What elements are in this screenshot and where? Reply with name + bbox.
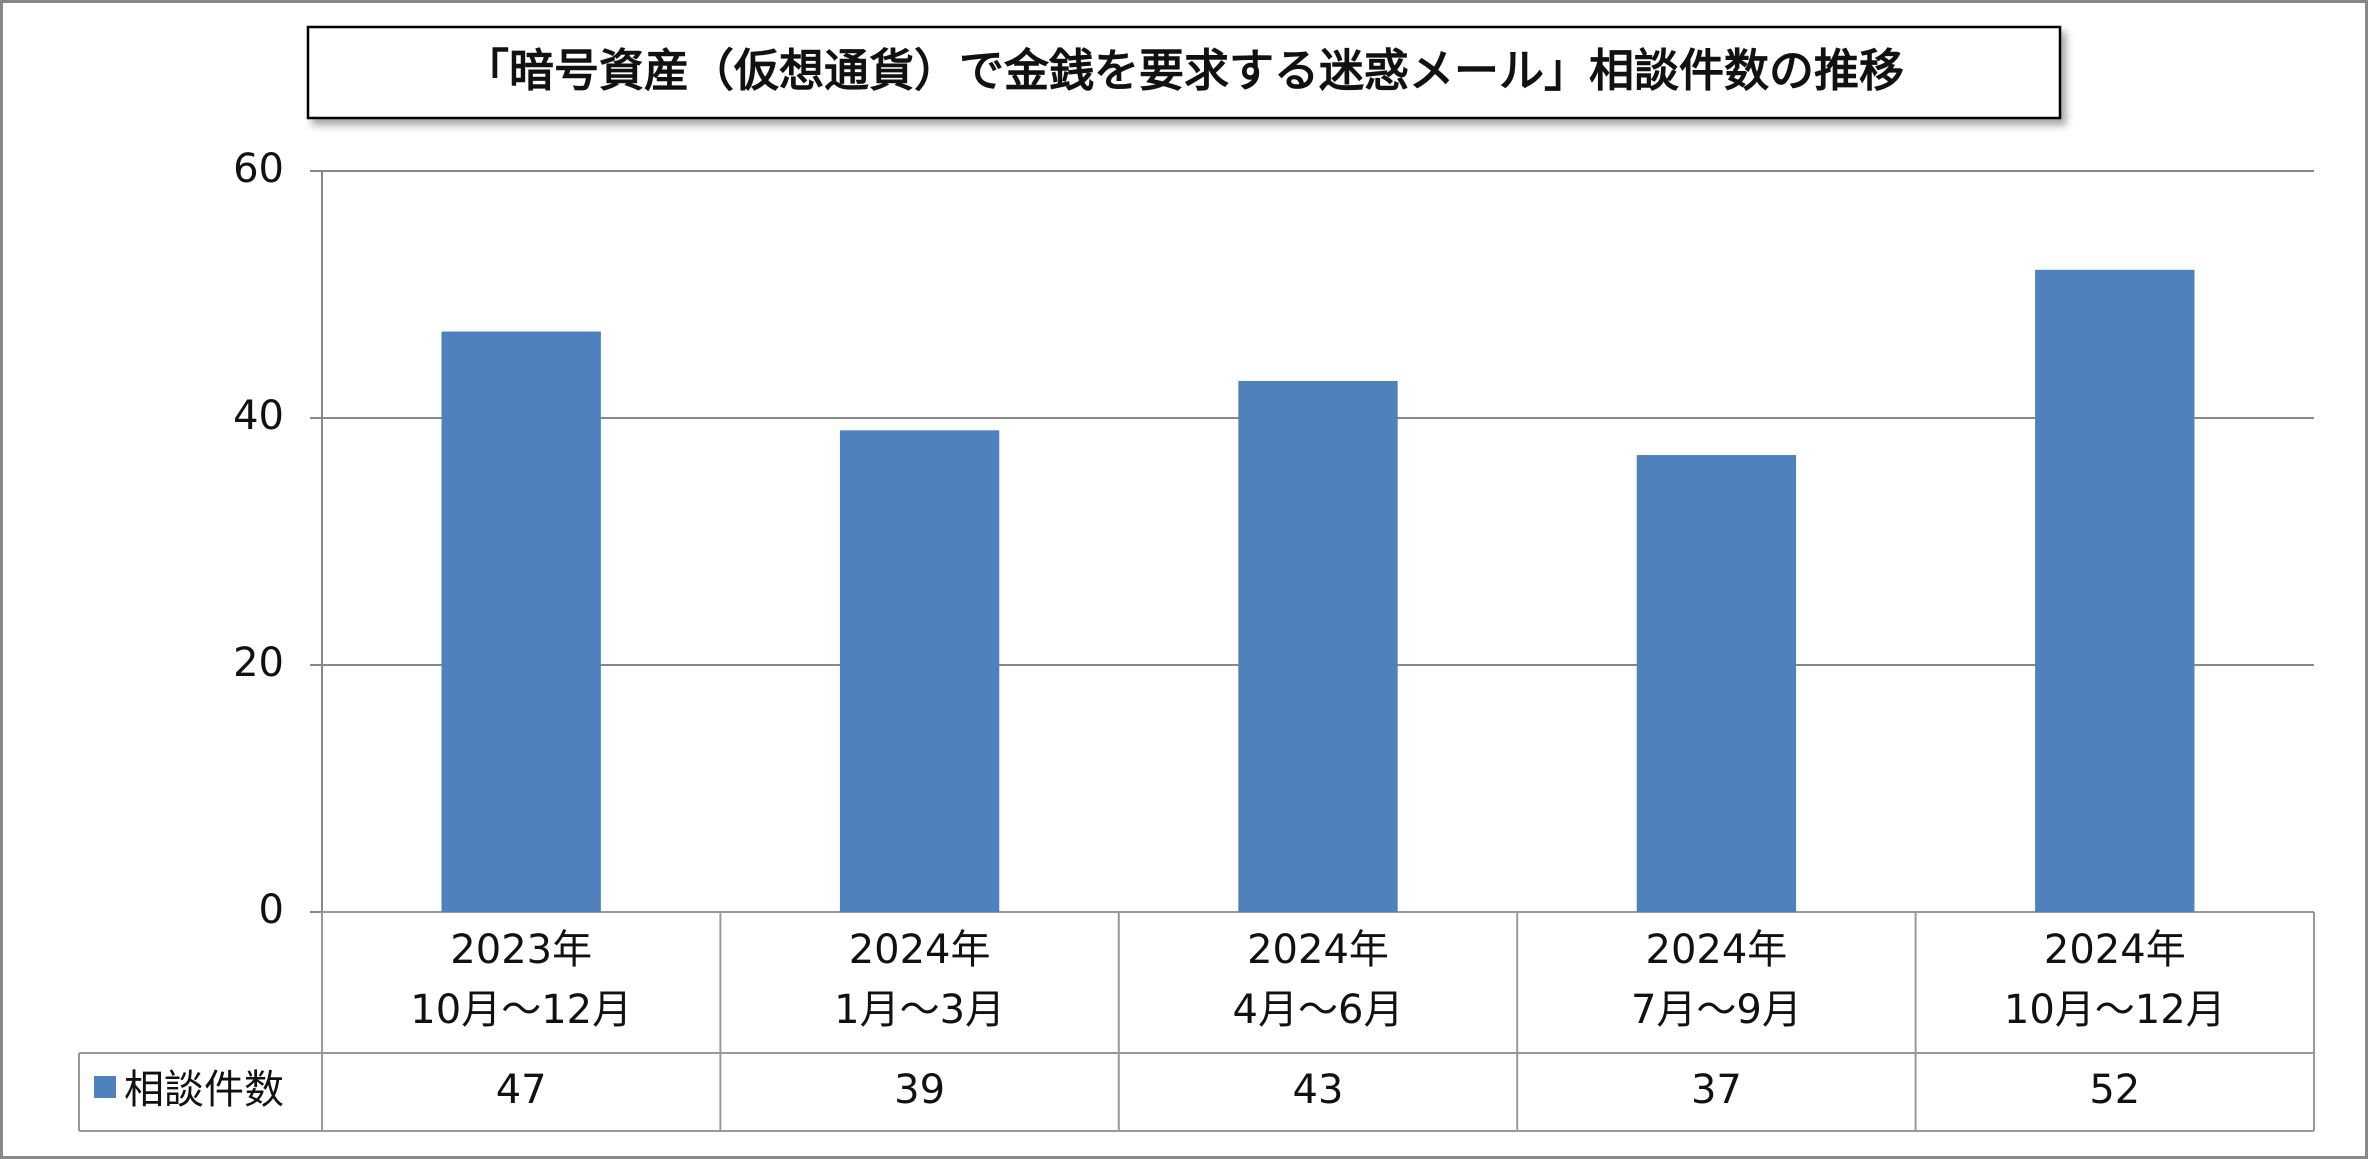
legend-label: 相談件数: [124, 1067, 284, 1113]
y-tick-label: 60: [233, 146, 284, 192]
table-value: 47: [496, 1067, 547, 1113]
x-tick-label: 2024年: [1247, 927, 1389, 973]
y-tick-label: 40: [233, 393, 284, 439]
table-value: 39: [894, 1067, 945, 1113]
bar: [839, 430, 1000, 912]
bar: [1636, 455, 1797, 912]
table-value: 37: [1691, 1067, 1742, 1113]
table-value: 52: [2089, 1067, 2140, 1113]
x-tick-label: 2024年: [849, 927, 991, 973]
x-tick-label: 2024年: [1646, 927, 1788, 973]
bar: [1238, 380, 1398, 912]
x-tick-label: 4月～6月: [1233, 987, 1404, 1033]
y-tick-label: 0: [259, 887, 284, 933]
title-box: [306, 25, 2062, 120]
bar: [2035, 269, 2195, 912]
x-tick-label: 10月～12月: [410, 987, 632, 1033]
y-tick-label: 20: [233, 640, 284, 686]
chart-title: 「暗号資産（仮想通貨）で金銭を要求する迷惑メール」相談件数の推移: [464, 44, 1904, 97]
x-tick-label: 1月～3月: [834, 987, 1005, 1033]
table-value: 43: [1293, 1067, 1344, 1113]
x-tick-label: 7月～9月: [1631, 987, 1802, 1033]
x-tick-label: 2023年: [450, 927, 592, 973]
legend-swatch: [94, 1076, 116, 1098]
x-tick-label: 10月～12月: [2004, 987, 2226, 1033]
x-tick-label: 2024年: [2044, 927, 2186, 973]
bar: [441, 331, 601, 912]
